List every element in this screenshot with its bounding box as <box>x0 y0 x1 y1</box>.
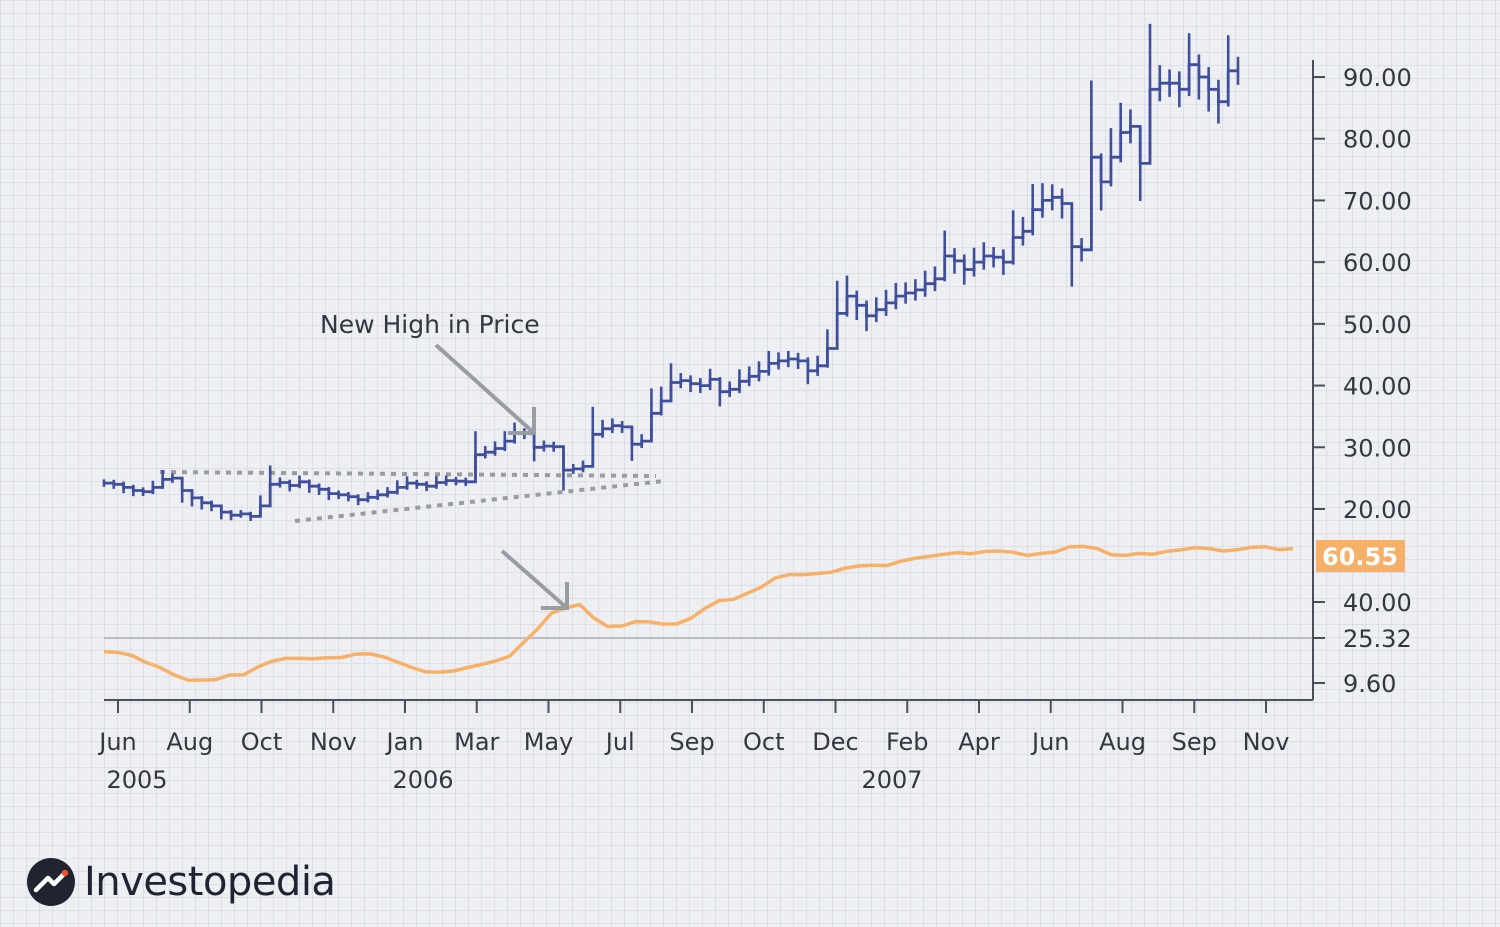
upper-y-tick-label: 20.00 <box>1343 496 1412 524</box>
x-tick-label: Sep <box>1172 728 1217 756</box>
upper-y-ticks: 90.00 80.00 70.00 60.00 50.00 40.00 30.00 20.00 <box>1313 64 1412 524</box>
annotation-arrows <box>434 343 569 610</box>
x-tick-label: Jan <box>385 728 424 756</box>
x-tick-label: Jun <box>97 728 137 756</box>
indicator-arrow-shaft <box>500 549 569 610</box>
x-tick-label: Sep <box>669 728 714 756</box>
axes <box>104 60 1314 701</box>
last-value-label: 60.55 <box>1322 543 1398 571</box>
brand-name: Investopedia <box>84 859 336 905</box>
triangle-trendlines <box>159 470 665 523</box>
price-arrow-head <box>508 407 536 435</box>
indicator-arrow-head <box>541 582 569 610</box>
x-tick-label: Aug <box>1099 728 1146 756</box>
indicator-series <box>103 544 1294 682</box>
upper-y-tick-label: 40.00 <box>1343 373 1412 401</box>
investopedia-logo-icon <box>27 858 75 906</box>
x-tick-label: Jun <box>1030 728 1070 756</box>
x-tick-label: Aug <box>166 728 213 756</box>
last-value-background <box>1316 540 1405 572</box>
upper-y-tick-label: 90.00 <box>1343 64 1412 92</box>
x-tick-label: Feb <box>886 728 929 756</box>
lower-y-tick-label: 40.00 <box>1343 589 1412 617</box>
year-label: 2006 <box>392 766 453 794</box>
upper-y-tick-label: 50.00 <box>1343 311 1412 339</box>
upper-y-tick-label: 80.00 <box>1343 126 1412 154</box>
annotation-label: New High in Price <box>320 310 540 339</box>
x-tick-label: Oct <box>241 728 283 756</box>
x-tick-label: Apr <box>958 728 1000 756</box>
lower-y-ticks: 40.00 25.32 9.60 <box>1313 589 1412 698</box>
upper-y-tick-label: 30.00 <box>1343 434 1412 462</box>
upper-y-tick-label: 60.00 <box>1343 249 1412 277</box>
x-tick-label: Nov <box>1243 728 1290 756</box>
price-arrow-shaft <box>434 343 536 435</box>
indicator-line <box>103 544 1294 682</box>
lower-y-tick-label: 25.32 <box>1343 625 1412 653</box>
x-tick-label: Dec <box>812 728 858 756</box>
resistance-trendline <box>159 470 657 478</box>
year-label: 2007 <box>861 766 922 794</box>
year-label: 2005 <box>106 766 167 794</box>
upper-y-tick-label: 70.00 <box>1343 187 1412 215</box>
x-tick-label: Mar <box>454 728 499 756</box>
x-tick-label: Oct <box>743 728 785 756</box>
investopedia-logo: Investopedia <box>26 852 336 912</box>
price-step-line <box>104 63 1238 518</box>
last-value-badge: 60.55 <box>1316 540 1405 572</box>
x-tick-label: May <box>524 728 574 756</box>
lower-y-tick-label: 9.60 <box>1343 670 1396 698</box>
x-ticks: Jun Aug Oct Nov Jan Mar May Jul Sep Oct Dec Feb Apr J… <box>97 700 1289 794</box>
x-tick-label: Nov <box>310 728 357 756</box>
price-series <box>102 23 1240 522</box>
support-trendline <box>294 479 665 523</box>
x-tick-label: Jul <box>604 728 635 756</box>
